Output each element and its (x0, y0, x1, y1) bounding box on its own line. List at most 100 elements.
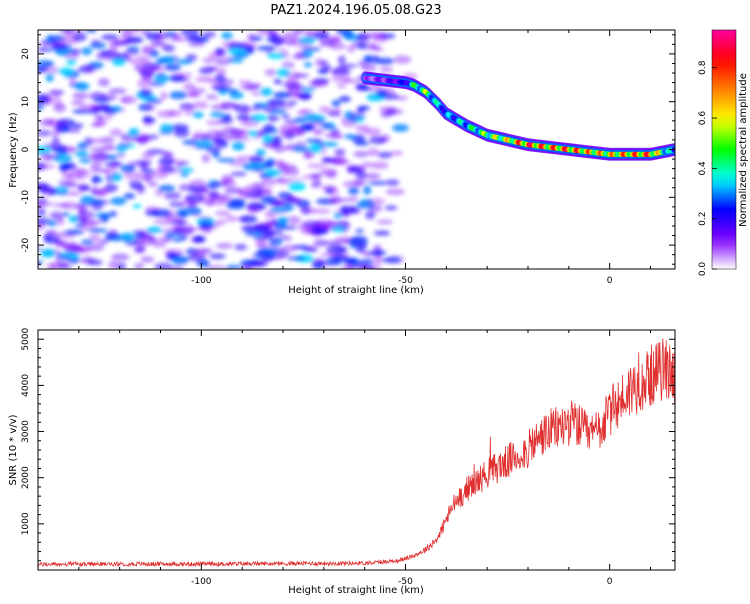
colorbar-tick-label: 0.8 (698, 60, 708, 75)
noise-blob (49, 211, 64, 221)
x-tick-label: 0 (607, 577, 613, 587)
noise-blob (244, 193, 264, 199)
noise-blob (172, 238, 184, 242)
noise-blob (367, 204, 383, 213)
noise-blob (301, 87, 316, 92)
noise-blob (122, 171, 142, 180)
noise-blob (180, 172, 190, 177)
noise-blob (299, 36, 316, 45)
noise-blob (43, 118, 56, 123)
noise-blob (338, 63, 359, 68)
noise-blob (205, 200, 215, 207)
noise-blob (283, 37, 294, 46)
noise-blob (239, 44, 254, 51)
noise-blob (284, 119, 300, 124)
noise-blob (140, 168, 155, 174)
noise-blob (231, 141, 245, 151)
noise-blob (152, 170, 169, 179)
noise-blob (109, 211, 118, 217)
noise-blob (163, 191, 182, 200)
noise-blob (38, 60, 55, 67)
noise-blob (145, 98, 163, 104)
noise-blob (373, 244, 382, 252)
noise-blob (317, 68, 329, 75)
spectrogram-y-label: Frequency (Hz) (8, 112, 19, 188)
noise-blob (316, 30, 329, 37)
noise-blob (333, 66, 348, 72)
y-tick-label: 20 (21, 48, 31, 60)
noise-blob (84, 64, 95, 70)
noise-blob (331, 254, 347, 263)
noise-blob (91, 39, 101, 45)
noise-blob (109, 43, 119, 53)
noise-blob (79, 158, 91, 164)
x-tick-label: -50 (398, 276, 413, 286)
noise-blob (205, 94, 219, 100)
noise-blob (124, 57, 137, 63)
y-tick-label: 10 (21, 96, 31, 108)
y-tick-label: 1000 (21, 512, 31, 535)
noise-blob (64, 229, 85, 235)
noise-blob (312, 127, 327, 133)
noise-blob (365, 210, 376, 220)
noise-blob (240, 264, 251, 269)
noise-blob (313, 139, 324, 145)
noise-blob (267, 53, 285, 59)
noise-blob (260, 253, 276, 262)
noise-blob (276, 48, 288, 55)
noise-blob (354, 141, 370, 146)
noise-blob (336, 83, 347, 89)
noise-blob (54, 239, 65, 247)
noise-blob (116, 151, 126, 158)
noise-blob (342, 78, 361, 84)
noise-blob (229, 41, 249, 46)
noise-blob (103, 50, 120, 60)
noise-blob (369, 136, 387, 145)
y-tick-label: -20 (21, 237, 31, 252)
noise-blob (372, 256, 383, 265)
noise-blob (91, 175, 100, 185)
noise-blob (202, 57, 215, 64)
noise-blob (45, 74, 54, 82)
noise-blob (291, 37, 302, 43)
noise-blob (189, 179, 207, 188)
noise-blob (208, 194, 228, 200)
noise-blob (74, 203, 85, 210)
noise-blob (386, 108, 397, 116)
noise-blob (142, 115, 153, 122)
noise-blob (244, 85, 263, 90)
noise-blob (47, 220, 57, 227)
noise-blob (132, 204, 142, 209)
noise-blob (38, 163, 56, 170)
colorbar-gradient (712, 30, 736, 269)
noise-blob (387, 255, 404, 264)
noise-blob (72, 109, 92, 114)
noise-blob (274, 104, 294, 110)
noise-blob (334, 236, 350, 244)
noise-blob (43, 95, 62, 102)
noise-blob (206, 119, 221, 126)
y-tick-label: 5000 (21, 328, 31, 351)
noise-blob (348, 196, 359, 203)
noise-blob (188, 41, 205, 47)
noise-blob (368, 181, 388, 185)
noise-blob (246, 33, 257, 42)
noise-blob (53, 203, 69, 208)
noise-blob (108, 260, 120, 269)
noise-blob (191, 249, 207, 258)
noise-blob (94, 151, 109, 160)
noise-blob (61, 212, 70, 217)
noise-blob (354, 168, 366, 174)
noise-blob (172, 77, 191, 82)
noise-blob (147, 181, 159, 187)
noise-blob (215, 242, 233, 249)
snr-x-label: Height of straight line (km) (288, 585, 424, 596)
noise-blob (38, 104, 44, 111)
noise-blob (38, 222, 46, 231)
noise-blob (110, 160, 120, 168)
noise-blob (156, 72, 166, 77)
noise-blob (108, 88, 127, 94)
noise-blob (40, 248, 55, 258)
